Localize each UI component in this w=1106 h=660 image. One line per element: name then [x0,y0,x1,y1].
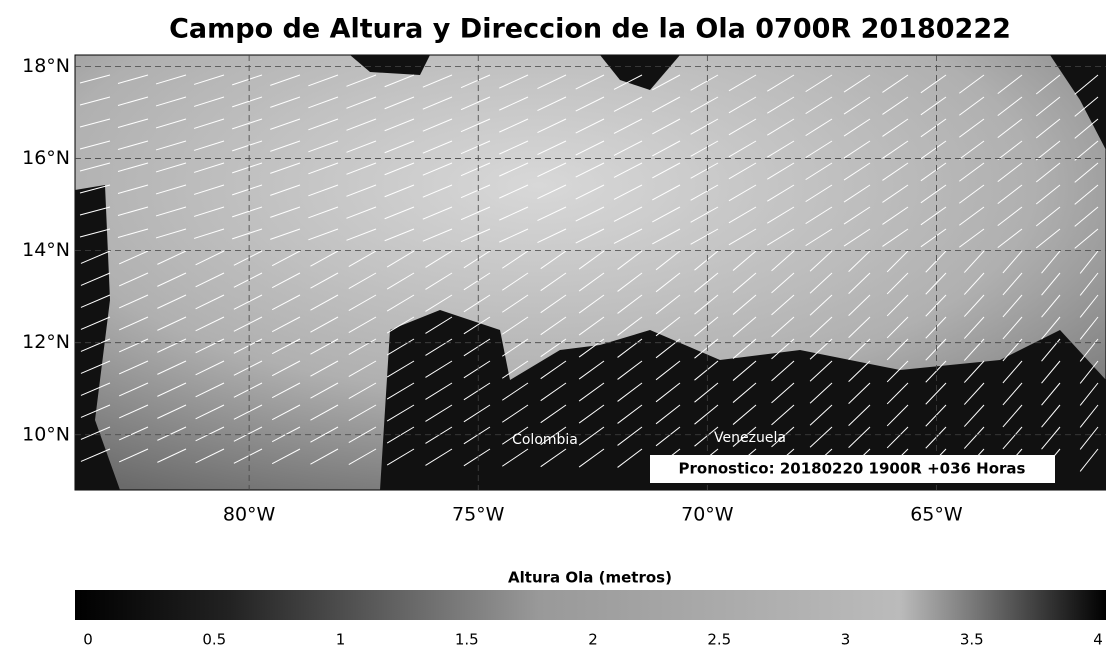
place-label: Colombia [512,432,578,448]
lat-tick-label: 12°N [22,331,70,353]
colorbar-tick-label: 1.5 [455,631,479,649]
lat-tick-label: 18°N [22,55,70,77]
colorbar-tick-label: 2 [588,631,598,649]
colorbar-tick-label: 0.5 [202,631,226,649]
colorbar-tick-label: 4 [1093,631,1103,649]
lat-tick-label: 16°N [22,147,70,169]
colorbar-tick-label: 3 [841,631,851,649]
lon-tick-label: 80°W [223,504,276,526]
place-label: Venezuela [714,430,786,446]
colorbar-title: Altura Ola (metros) [508,569,672,587]
lat-tick-label: 10°N [22,423,70,445]
map-title: Campo de Altura y Direccion de la Ola 07… [169,14,1011,45]
lon-tick-label: 70°W [681,504,734,526]
map-figure: Campo de Altura y Direccion de la Ola 07… [0,0,1106,656]
lon-tick-label: 75°W [452,504,505,526]
lat-tick-label: 14°N [22,239,70,261]
colorbar-tick-label: 2.5 [707,631,731,649]
colorbar-tick-label: 3.5 [960,631,984,649]
lon-tick-label: 65°W [910,504,963,526]
colorbar [75,590,1106,620]
colorbar-tick-label: 0 [83,631,93,649]
colorbar-tick-label: 1 [336,631,346,649]
forecast-annotation: Pronostico: 20180220 1900R +036 Horas [679,460,1026,478]
